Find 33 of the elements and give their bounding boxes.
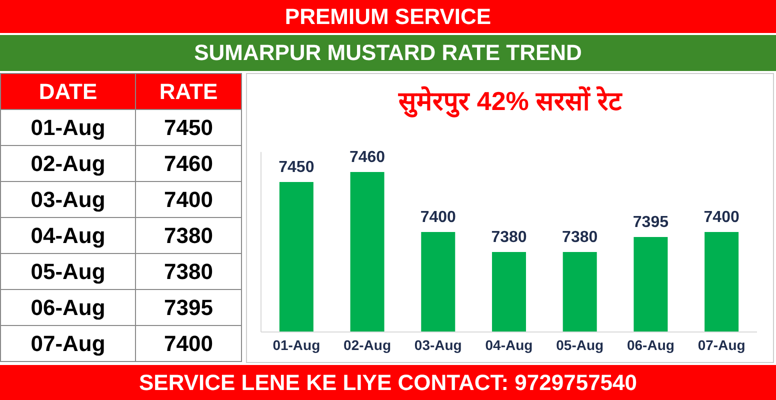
data-label: 7380 [136, 254, 242, 290]
x-tick-label: 07-Aug [698, 336, 746, 353]
data-label: 7400 [136, 326, 242, 362]
data-label: 7450 [136, 110, 242, 146]
x-tick-label: 04-Aug [485, 336, 533, 353]
data-label: 7380 [491, 229, 527, 246]
text: DATE [0, 74, 136, 110]
data-label: 7380 [136, 218, 242, 254]
category-label: 01-Aug [0, 110, 136, 146]
category-label: 06-Aug [0, 290, 136, 326]
data-label: 7460 [136, 146, 242, 182]
data-label: 7380 [562, 229, 598, 246]
text: SUMARPUR MUSTARD RATE TREND [0, 35, 776, 71]
text: SERVICE LENE KE LIYE CONTACT: 9729757540 [0, 365, 776, 400]
category-label: 04-Aug [0, 218, 136, 254]
x-tick-label: 05-Aug [556, 336, 604, 353]
data-label: 7400 [704, 209, 740, 226]
data-label: 7460 [349, 149, 386, 166]
data-label: 7400 [136, 182, 242, 218]
x-tick-label: 01-Aug [272, 336, 320, 353]
x-tick-label: 06-Aug [626, 336, 674, 353]
category-label: 05-Aug [0, 254, 136, 290]
text: RATE [136, 74, 242, 110]
x-tick-label: 02-Aug [344, 336, 392, 353]
chart-title: सुमेरपुर 42% सरसों रेट [397, 85, 624, 118]
category-label: 02-Aug [0, 146, 136, 182]
data-label: 7395 [136, 290, 242, 326]
text: PREMIUM SERVICE [0, 0, 776, 33]
x-tick-label: 03-Aug [414, 336, 462, 353]
data-label: 7400 [420, 209, 456, 226]
data-label: 7450 [278, 159, 314, 176]
data-label: 7395 [632, 214, 669, 231]
category-label: 03-Aug [0, 182, 136, 218]
